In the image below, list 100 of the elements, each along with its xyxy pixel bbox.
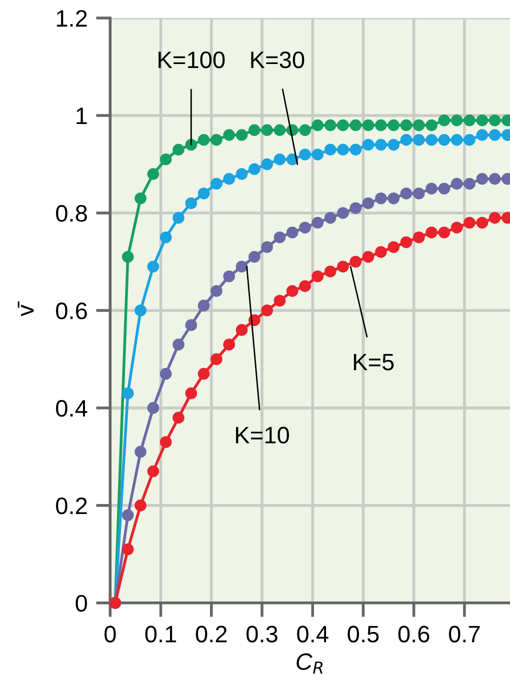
x-tick-label: 0.6 — [398, 626, 430, 642]
point — [412, 231, 425, 244]
point — [122, 543, 134, 556]
point — [122, 387, 134, 400]
point — [172, 412, 184, 424]
x-tick-label: 0.4 — [297, 626, 328, 642]
point — [198, 368, 210, 380]
point — [337, 260, 349, 272]
point — [375, 192, 387, 204]
point — [464, 216, 476, 229]
point — [488, 172, 501, 185]
point — [236, 168, 248, 180]
x-tick-label: 0.5 — [348, 626, 379, 642]
point — [299, 124, 311, 136]
point — [312, 119, 324, 132]
point — [286, 153, 298, 166]
point — [362, 250, 374, 263]
point — [362, 197, 374, 210]
point — [185, 387, 198, 400]
point — [312, 148, 324, 160]
point — [122, 509, 134, 522]
point — [426, 134, 438, 146]
point — [400, 236, 412, 248]
point — [223, 129, 236, 141]
point — [223, 338, 236, 350]
x-tick-label: 0.7 — [448, 626, 480, 642]
point — [122, 250, 134, 263]
point — [464, 134, 476, 146]
point — [172, 212, 184, 224]
point — [185, 197, 198, 210]
x-tick-label: 0.2 — [196, 626, 227, 642]
point — [350, 202, 362, 214]
point — [286, 226, 298, 238]
point — [324, 144, 336, 156]
point — [299, 148, 311, 160]
point — [198, 134, 210, 146]
point — [210, 178, 222, 190]
point — [324, 119, 336, 132]
point — [274, 153, 286, 166]
point — [147, 465, 160, 478]
point — [375, 119, 387, 132]
point — [198, 188, 210, 200]
point — [362, 138, 374, 151]
point — [210, 353, 222, 366]
point — [185, 319, 198, 331]
x-axis-title: C$_{R}$ — [296, 653, 323, 674]
point — [464, 178, 476, 190]
point — [172, 144, 184, 156]
x-tick-label: 0 — [104, 626, 116, 642]
point — [299, 280, 311, 292]
point — [160, 368, 172, 380]
point — [261, 124, 273, 136]
point — [134, 304, 146, 316]
point — [147, 168, 160, 180]
point — [412, 134, 425, 146]
point — [375, 138, 387, 151]
point — [286, 285, 298, 297]
point — [438, 114, 450, 126]
point — [337, 207, 349, 219]
point — [476, 114, 488, 126]
point — [388, 138, 400, 151]
point — [488, 212, 501, 224]
point — [274, 124, 286, 136]
point — [172, 338, 184, 350]
point — [388, 192, 400, 204]
point — [261, 304, 273, 316]
point — [223, 270, 236, 282]
point — [412, 119, 425, 132]
point — [464, 114, 476, 126]
point — [198, 300, 210, 312]
point — [324, 212, 336, 224]
point — [324, 266, 336, 278]
point — [438, 182, 450, 195]
point — [400, 119, 412, 132]
point — [147, 402, 160, 414]
point — [134, 500, 146, 512]
point — [388, 241, 400, 254]
point — [476, 172, 488, 185]
point — [299, 222, 311, 234]
x-tick-label: 0.3 — [246, 626, 278, 642]
point — [236, 260, 248, 272]
point — [426, 182, 438, 195]
y-tick-label: 1 — [76, 108, 87, 124]
point — [488, 114, 501, 126]
point — [248, 163, 260, 176]
x-tick-label: 0.1 — [145, 626, 176, 642]
point — [261, 241, 273, 254]
point — [438, 226, 450, 238]
point — [134, 192, 146, 204]
point — [160, 231, 172, 244]
point — [337, 144, 349, 156]
point — [274, 231, 286, 244]
point — [160, 153, 172, 166]
point — [450, 222, 463, 234]
point — [350, 119, 362, 132]
annotation: K=10 — [236, 426, 289, 444]
point — [312, 216, 324, 229]
point — [350, 256, 362, 268]
point — [476, 129, 488, 141]
point — [400, 188, 412, 200]
